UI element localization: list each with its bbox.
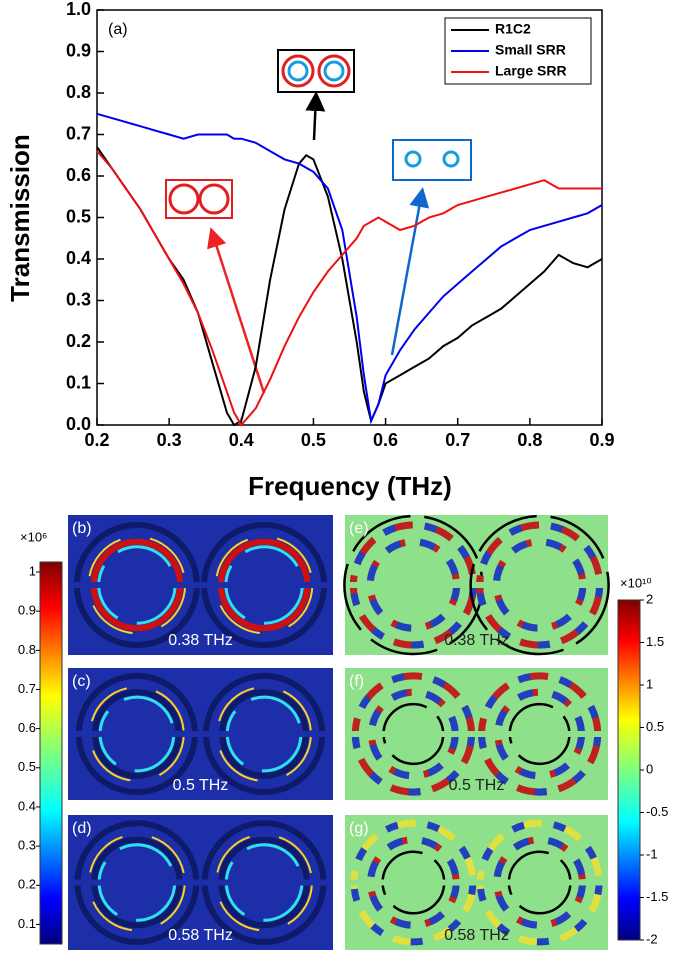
colorbar-tick-label: 0.2 (18, 877, 36, 892)
x-tick-label: 0.8 (517, 430, 542, 450)
colorbar-tick-label: 0.4 (18, 798, 36, 813)
gap (349, 731, 478, 737)
x-tick-label: 0.6 (373, 430, 398, 450)
colorbar-tick-label: 1 (646, 676, 653, 691)
gap (475, 731, 604, 737)
gap (474, 879, 606, 886)
legend-label: Small SRR (495, 42, 566, 58)
y-tick-label: 0.5 (66, 206, 91, 226)
gap (72, 731, 201, 737)
panel-label: (c) (72, 673, 91, 690)
line-series (96, 150, 602, 427)
panel-label: (e) (349, 520, 369, 537)
arrow (390, 187, 430, 356)
colorbar-tick-label: -2 (646, 931, 658, 946)
colorbar-tick-label: 0 (646, 761, 653, 776)
gap (473, 582, 606, 588)
gap (347, 582, 480, 588)
colorbar-tick-label: 2 (646, 591, 653, 606)
panel-caption: 0.5 THz (173, 777, 229, 794)
colorbar-tick-label: -1.5 (646, 889, 668, 904)
gap (70, 582, 203, 588)
colorbar-tick-label: 0.8 (18, 642, 36, 657)
x-axis-label: Frequency (THz) (248, 471, 452, 501)
colorbar-tick-label: -1 (646, 846, 658, 861)
x-tick-label: 0.7 (445, 430, 470, 450)
y-tick-label: 0.0 (66, 414, 91, 434)
gap (71, 879, 203, 886)
y-tick-label: 0.3 (66, 289, 91, 309)
colorbar-multiplier: ×10¹⁰ (620, 575, 652, 590)
panel-caption: 0.38 THz (444, 632, 509, 649)
gap (198, 582, 331, 588)
panel-caption: 0.58 THz (444, 927, 509, 944)
colorbar-tick-label: -0.5 (646, 804, 668, 819)
x-tick-label: 0.4 (229, 430, 254, 450)
panel-label: (b) (72, 520, 92, 537)
legend-label: Large SRR (495, 63, 567, 79)
colorbar-tick-label: 0.7 (18, 681, 36, 696)
y-tick-label: 1.0 (66, 0, 91, 19)
y-tick-label: 0.6 (66, 165, 91, 185)
inset-small-srr (392, 139, 472, 181)
colorbar (39, 561, 63, 945)
legend-label: R1C2 (495, 21, 531, 37)
colorbar-tick-label: 0.5 (646, 719, 664, 734)
gap (200, 731, 329, 737)
x-tick-label: 0.3 (157, 430, 182, 450)
x-tick-label: 0.5 (301, 430, 326, 450)
panel-label: (a) (108, 21, 128, 38)
colorbar-tick-label: 1.5 (646, 634, 664, 649)
panel-caption: 0.38 THz (168, 632, 233, 649)
colorbar-tick-label: 0.9 (18, 603, 36, 618)
panel-label: (f) (349, 673, 364, 690)
x-tick-label: 0.9 (589, 430, 614, 450)
colorbar-tick-label: 0.5 (18, 759, 36, 774)
gap (198, 879, 330, 886)
y-axis-label: Transmission (5, 134, 35, 302)
panel-label: (g) (349, 820, 369, 837)
current-arrow (469, 514, 610, 656)
colorbar-tick-label: 0.1 (18, 916, 36, 931)
colorbar-tick-label: 1 (29, 563, 36, 578)
y-tick-label: 0.7 (66, 123, 91, 143)
colorbar-multiplier: ×10⁶ (20, 529, 47, 544)
arrow (305, 91, 326, 141)
y-tick-label: 0.2 (66, 331, 91, 351)
y-tick-label: 0.1 (66, 372, 91, 392)
panel-caption: 0.5 THz (449, 777, 505, 794)
y-tick-label: 0.9 (66, 40, 91, 60)
y-tick-label: 0.8 (66, 82, 91, 102)
x-tick-label: 0.2 (84, 430, 109, 450)
inset-large-srr (165, 179, 233, 219)
colorbar-tick-label: 0.6 (18, 720, 36, 735)
line-series (96, 112, 603, 425)
inset-r1c2 (277, 49, 355, 93)
panel-label: (d) (72, 820, 92, 837)
colorbar (617, 599, 641, 941)
y-tick-label: 0.4 (66, 248, 91, 268)
panel-caption: 0.58 THz (168, 927, 233, 944)
gap (347, 879, 479, 886)
colorbar-tick-label: 0.3 (18, 838, 36, 853)
